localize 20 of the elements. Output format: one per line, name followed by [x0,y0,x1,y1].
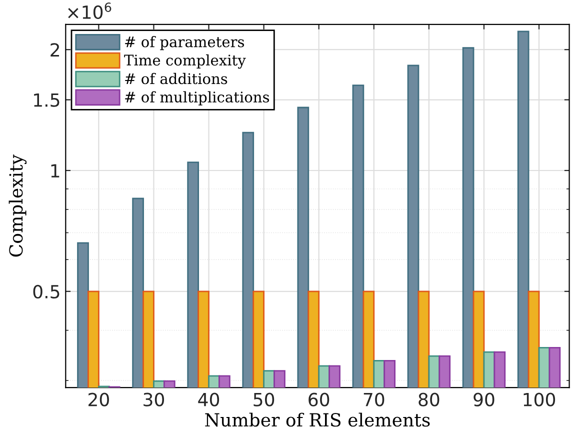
legend-label: # of parameters [125,36,244,50]
y-tick-label: 1.5 [34,93,60,107]
x-tick-label: 80 [418,392,440,406]
x-tick-label: 40 [198,392,220,406]
legend-label: # of additions [125,72,228,84]
x-tick-label: 50 [254,392,274,406]
y-tick-label: 2 [50,43,59,56]
x-tick-label: 20 [88,392,109,406]
x-tick-label: 100 [524,392,556,406]
x-tick-label: 60 [308,392,330,406]
x-tick-label: 90 [474,392,494,406]
y-axis-title: Complexity [8,154,27,257]
x-tick-label: 30 [144,392,164,406]
text: ×10$^{6}$ [68,2,112,20]
y-tick-label: 1 [51,164,60,178]
x-axis-title: Number of RIS elements [205,412,430,427]
legend-label: # of multiplications [125,91,270,106]
y-tick-label: 0.5 [33,284,60,298]
legend-label: Time complexity [124,54,246,69]
x-tick-label: 70 [364,392,384,406]
